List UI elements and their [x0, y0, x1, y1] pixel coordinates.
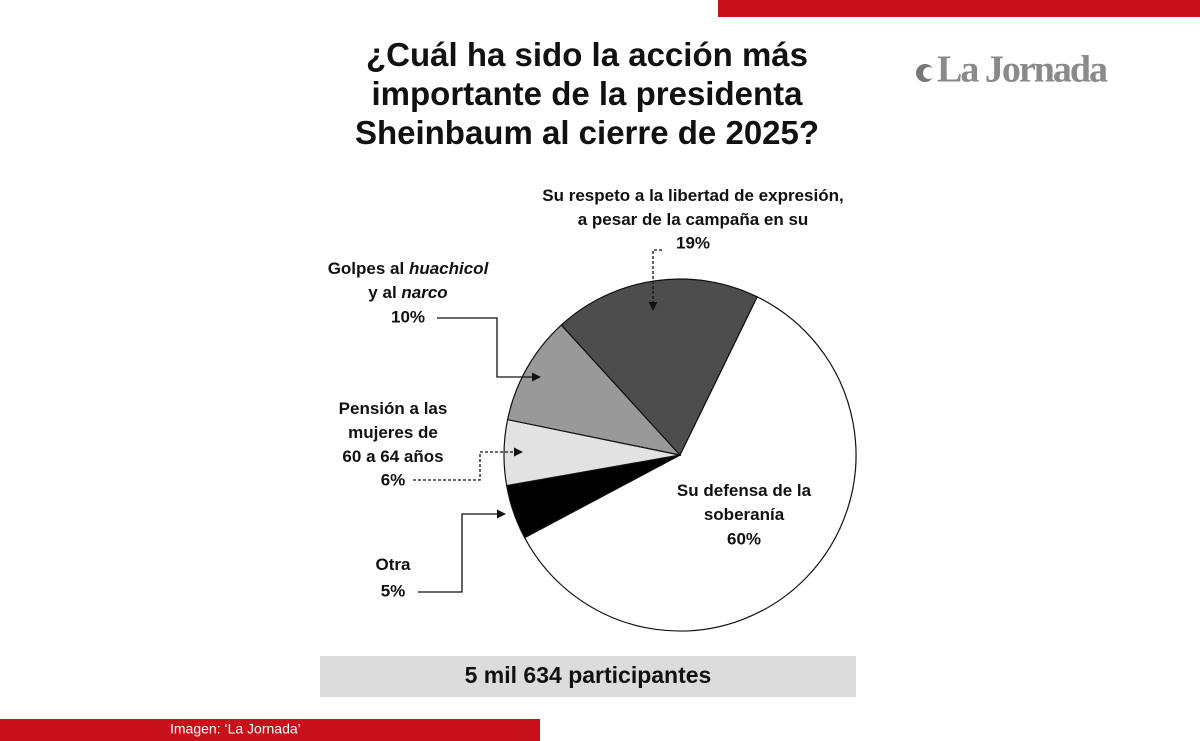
bottom-bar [0, 719, 540, 741]
slice-label: Golpes al huachicol y al narco [328, 259, 490, 302]
slice-label: Otra [376, 555, 412, 574]
pie-slice [506, 324, 682, 456]
pie-slice [560, 278, 758, 457]
value-label: 60% [727, 529, 761, 548]
logo-icon [923, 67, 935, 79]
leader-line [437, 317, 541, 382]
leader-line [413, 447, 523, 481]
note: 5 mil 634 participantes [465, 662, 712, 688]
value-label: 6% [381, 470, 406, 489]
slice-label: Pensión a las mujeres de 60 a 64 años [339, 399, 448, 466]
chart-title: ¿Cuál ha sido la acción más importante de… [355, 36, 819, 151]
value-label: 19% [676, 233, 710, 252]
value-label: 10% [391, 307, 425, 326]
top-bar [718, 0, 1200, 17]
slice-label: Su defensa de la soberanía [677, 481, 812, 524]
leader-line [418, 509, 506, 593]
note-box [320, 656, 856, 697]
source: Imagen: ‘La Jornada’ [170, 721, 301, 737]
pie-slice [523, 296, 857, 632]
leader-line [648, 249, 662, 311]
logo: La Jornada [937, 49, 1108, 91]
value-label: 5% [381, 581, 406, 600]
slice-label: Su respeto a la libertad de expresión, a … [542, 186, 843, 229]
